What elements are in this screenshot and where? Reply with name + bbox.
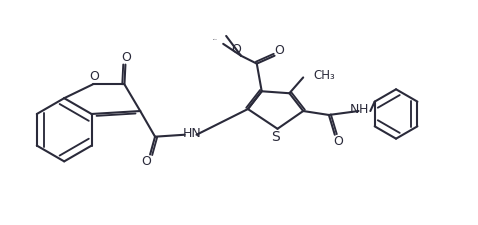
Text: O: O (274, 44, 284, 57)
Text: S: S (271, 130, 280, 144)
Text: O: O (231, 43, 241, 56)
Text: O: O (121, 51, 131, 64)
Text: methyl: methyl (213, 38, 218, 40)
Text: O: O (333, 135, 343, 148)
Text: O: O (89, 70, 99, 83)
Text: O: O (141, 155, 151, 168)
Text: HN: HN (183, 127, 202, 140)
Text: CH₃: CH₃ (313, 69, 335, 82)
Text: H: H (359, 103, 368, 116)
Text: N: N (350, 103, 359, 116)
